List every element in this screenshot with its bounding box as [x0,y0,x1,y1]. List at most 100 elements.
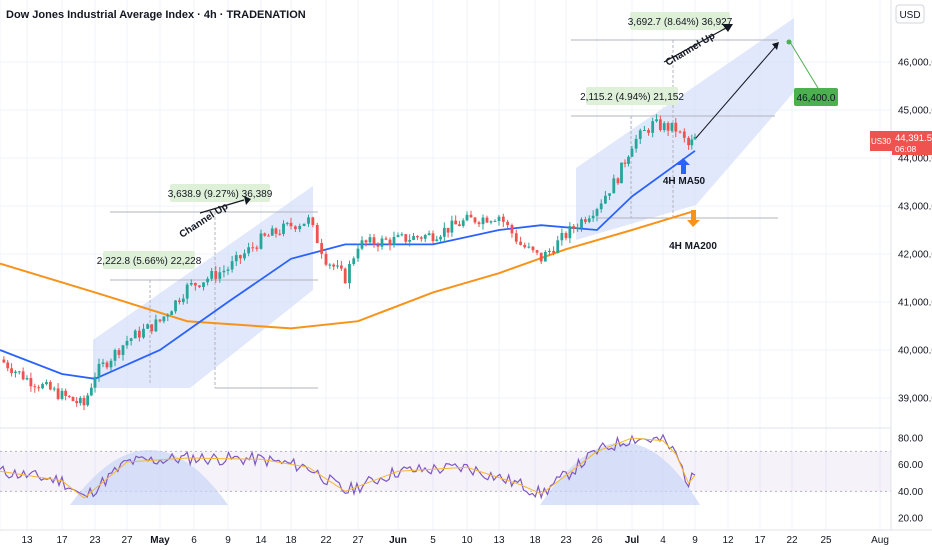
candle-body [206,278,209,283]
candle-body [469,214,473,218]
candle-body [630,148,634,157]
candle-body [243,253,246,259]
rsi-tick-label: 80.00 [898,434,923,445]
candle-body [608,193,611,196]
candle-body [623,162,627,164]
candle-body [210,271,214,279]
time-tick-label: 6 [191,535,197,546]
candle-body [423,235,427,239]
candle-body [67,395,71,397]
rsi-axis-ticks[interactable]: 80.00 60.00 40.00 20.00 [898,434,923,525]
current-price-tag: US30 44,391.5 06:08 [870,131,932,155]
candle-body [174,300,177,312]
projection-line [695,46,776,139]
price-tick-label: 40,000.0 [898,346,932,357]
candle-body [109,360,113,368]
measure-label-1-box [103,251,195,269]
candle-body [117,350,121,355]
target-connector [789,41,819,89]
candle-body [388,239,392,246]
candle-body [591,215,595,219]
candle-body [416,236,419,238]
candle-body [320,243,324,254]
candle-body [146,324,150,329]
candle-body [548,250,551,252]
candle-body [328,264,332,266]
measure-label-4-box [630,12,730,30]
candle-body [263,233,267,236]
price-badge [892,131,932,155]
time-tick-label: Jul [625,535,640,546]
candle-body [89,387,93,396]
candle-body [392,236,396,246]
candle-body [587,218,591,222]
time-tick-label: 18 [285,535,297,546]
candle-body [527,246,531,248]
time-tick-label: Jun [389,535,407,546]
candle-body [181,298,185,303]
candles [2,114,697,411]
measure-label-2: 3,638.9 (9.27%) 36,389 [168,189,273,200]
candle-body [307,217,310,224]
time-tick-label: 4 [660,535,666,546]
candle-body [442,227,446,237]
candle-body [193,282,197,286]
candle-body [6,362,10,369]
candle-body [674,122,678,132]
candle-body [439,236,442,240]
rsi-panel [0,433,891,505]
currency-label: USD [899,10,920,21]
rsi-tick-label: 60.00 [898,460,923,471]
time-tick-label: 17 [56,535,68,546]
ma50-arrow [677,158,690,174]
candle-body [599,203,603,210]
price-axis-ticks[interactable]: 46,000.0 45,000.0 44,000.0 43,000.0 42,000.0… [898,58,932,405]
candle-body [356,248,360,259]
candle-body [71,396,75,402]
candle-body [125,340,129,346]
candle-body [535,250,539,253]
time-tick-label: Aug [871,535,889,546]
rsi-ma-line [0,437,696,499]
candle-body [10,368,13,374]
measure-label-4: 3,692.7 (8.64%) 36,927 [628,17,733,28]
ma200-polyline [0,209,696,330]
rsi-highlight-1 [70,450,228,505]
candle-body [189,282,193,285]
candle-body [270,228,274,236]
candle-body [222,270,226,273]
time-axis-ticks[interactable]: 13 17 23 27 May 6 9 14 18 22 27 Jun 5 10 13 18 23 26 Jul 4 9… [21,535,888,546]
candle-body [185,284,189,299]
candle-body [687,137,690,146]
time-tick-label: 13 [21,535,33,546]
candle-body [247,247,251,254]
candle-body [376,244,380,247]
candle-body [226,269,230,271]
candle-body [580,219,583,229]
candle-body [666,123,670,131]
candle-body [380,238,384,247]
candle-body [427,233,431,236]
candle-body [396,235,400,237]
time-tick-label: 5 [430,535,436,546]
candle-body [446,227,450,233]
currency-button[interactable] [895,4,925,24]
candle-body [142,328,145,338]
candle-body [348,264,351,284]
candle-body [473,217,477,223]
channel-band-2 [576,18,794,240]
candle-body [465,214,469,221]
candle-body [93,376,97,388]
price-tick-label: 41,000.0 [898,298,932,309]
candle-body [454,220,458,225]
candle-body [612,178,616,194]
time-tick-label: 26 [591,535,603,546]
candle-body [202,282,205,288]
candle-body [539,252,543,262]
candle-body [48,382,52,390]
time-tick-label: 27 [121,535,133,546]
price-tick-label: 44,000.0 [898,154,932,165]
candle-body [620,162,623,184]
ma200-arrow [687,210,700,227]
